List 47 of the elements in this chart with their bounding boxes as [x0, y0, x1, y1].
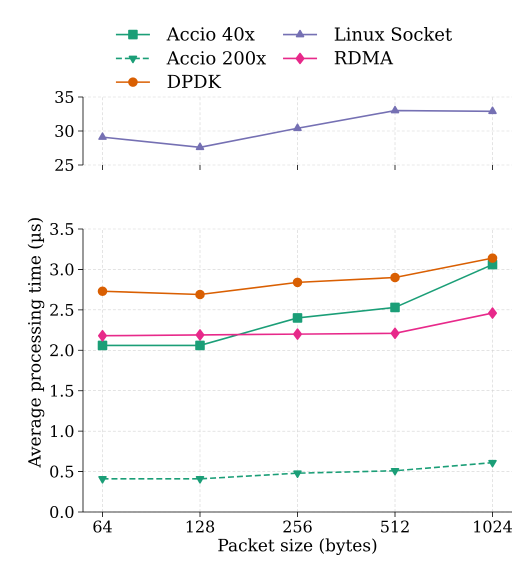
point — [98, 340, 108, 350]
point — [390, 106, 400, 114]
point — [293, 123, 302, 132]
x-axis-title: Packet size (bytes) — [218, 538, 376, 556]
x-tick-label: 64 — [93, 520, 112, 533]
point — [196, 142, 204, 150]
y-tick-label: 0.0 — [50, 506, 74, 518]
y-tick-label: 30 — [55, 124, 74, 138]
legend-label: Accio 200x — [166, 51, 266, 65]
y-tick-label: 1.0 — [51, 425, 74, 438]
point — [488, 106, 497, 114]
point — [195, 329, 205, 341]
legend-label: RDMA — [334, 51, 394, 64]
x-tick-label: 256 — [283, 520, 312, 533]
point — [488, 253, 498, 263]
y-tick-label: 3.0 — [50, 263, 74, 276]
y-tick-label: 2.0 — [50, 344, 74, 356]
point — [98, 476, 107, 484]
point — [488, 460, 497, 468]
y-tick-label: 25 — [55, 158, 74, 172]
point — [390, 328, 400, 340]
legend-label: Linux Socket — [334, 26, 452, 41]
y-tick-label: 3.5 — [50, 222, 74, 236]
point — [488, 307, 498, 319]
point — [98, 286, 108, 296]
point — [98, 330, 108, 342]
y-tick-label: 35 — [55, 90, 74, 104]
point — [292, 278, 302, 288]
y-tick-label: 2.5 — [50, 304, 74, 316]
x-tick-label: 128 — [186, 520, 214, 533]
legend-label: DPDK — [168, 74, 222, 88]
y-tick-label: 0.5 — [50, 466, 74, 478]
point — [390, 302, 400, 312]
x-tick-label: 512 — [381, 520, 409, 533]
y-tick-label: 1.5 — [51, 384, 74, 397]
point — [293, 470, 302, 478]
legend-label: Accio 40x — [166, 27, 255, 41]
point — [390, 468, 400, 476]
point — [292, 328, 302, 340]
point — [196, 476, 204, 484]
point — [98, 132, 107, 140]
point — [195, 290, 205, 300]
y-axis-title: Average processing time (µs) — [28, 218, 44, 468]
point — [292, 313, 302, 323]
point — [390, 272, 400, 282]
x-tick-label: 1024 — [474, 520, 512, 533]
point — [195, 340, 205, 350]
